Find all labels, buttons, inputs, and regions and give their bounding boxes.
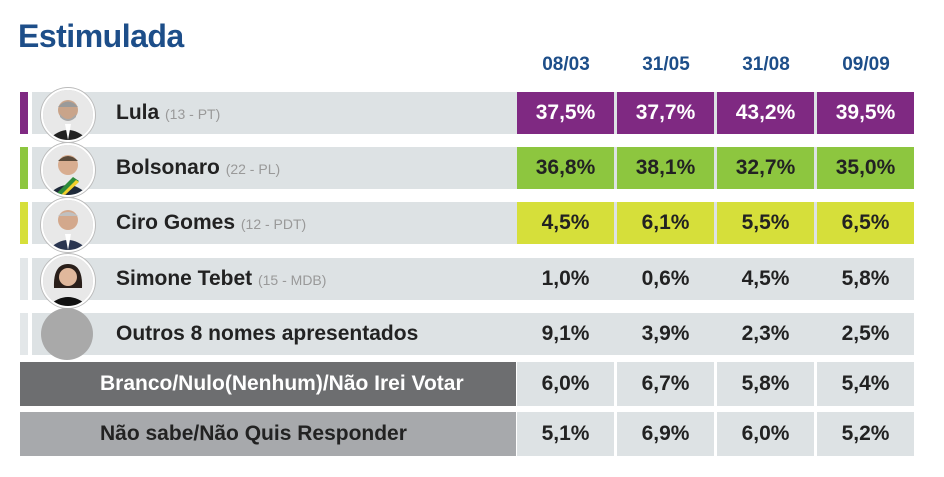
value-cell: 43,2% [717, 92, 814, 134]
candidate-party: (13 - PT) [165, 106, 221, 122]
candidate-row-outros: Outros 8 nomes apresentados 9,1% 3,9% 2,… [20, 308, 914, 360]
candidate-row-bolsonaro: Bolsonaro (22 - PL) 36,8% 38,1% 32,7% 35… [20, 143, 914, 197]
candidate-name: Bolsonaro (22 - PL) [116, 147, 280, 189]
summary-row-nao-sabe: Não sabe/Não Quis Responder 5,1% 6,9% 6,… [20, 412, 914, 456]
tebet-avatar [41, 254, 95, 308]
candidate-name-text: Lula [116, 101, 160, 124]
value-cell: 6,1% [617, 202, 714, 244]
value-cell: 0,6% [617, 258, 714, 300]
value-cell: 5,1% [517, 412, 614, 456]
value-cell: 5,8% [717, 362, 814, 406]
value-cell: 36,8% [517, 147, 614, 189]
value-cell: 1,0% [517, 258, 614, 300]
summary-label: Branco/Nulo(Nenhum)/Não Irei Votar [100, 372, 464, 395]
candidate-name: Outros 8 nomes apresentados [116, 322, 419, 345]
value-cell: 38,1% [617, 147, 714, 189]
value-cell: 2,3% [717, 313, 814, 355]
candidate-row-ciro: Ciro Gomes (12 - PDT) 4,5% 6,1% 5,5% 6,5… [20, 198, 914, 252]
page-title: Estimulada [18, 18, 184, 54]
value-cell: 32,7% [717, 147, 814, 189]
value-cell: 3,9% [617, 313, 714, 355]
ciro-avatar [41, 198, 95, 252]
lula-avatar [41, 88, 95, 142]
summary-label: Não sabe/Não Quis Responder [100, 422, 407, 445]
candidate-party: (15 - MDB) [257, 272, 327, 288]
candidate-row-tebet: Simone Tebet (15 - MDB) 1,0% 0,6% 4,5% 5… [20, 254, 914, 308]
value-cell: 4,5% [717, 258, 814, 300]
summary-row-branco-nulo: Branco/Nulo(Nenhum)/Não Irei Votar 6,0% … [20, 362, 914, 406]
placeholder-avatar [41, 308, 93, 360]
date-header-4: 09/09 [842, 54, 890, 75]
candidate-party: (22 - PL) [225, 161, 281, 177]
candidate-name: Ciro Gomes (12 - PDT) [116, 202, 306, 244]
date-header-3: 31/08 [742, 54, 790, 75]
value-cell: 5,8% [817, 258, 914, 300]
date-header-1: 08/03 [542, 54, 590, 75]
value-cell: 5,2% [817, 412, 914, 456]
date-header-2: 31/05 [642, 54, 690, 75]
candidate-name-text: Bolsonaro [116, 156, 220, 179]
candidate-name: Lula (13 - PT) [116, 92, 220, 134]
value-cell: 2,5% [817, 313, 914, 355]
value-cell: 6,0% [517, 362, 614, 406]
value-cell: 35,0% [817, 147, 914, 189]
candidate-row-lula: Lula (13 - PT) 37,5% 37,7% 43,2% 39,5% [20, 88, 914, 142]
value-cell: 6,9% [617, 412, 714, 456]
candidate-name: Simone Tebet (15 - MDB) [116, 258, 326, 300]
value-cell: 6,0% [717, 412, 814, 456]
value-cell: 39,5% [817, 92, 914, 134]
candidate-name-text: Ciro Gomes [116, 211, 236, 234]
value-cell: 6,5% [817, 202, 914, 244]
candidate-party: (12 - PDT) [240, 216, 307, 232]
bolsonaro-avatar [41, 143, 95, 197]
value-cell: 6,7% [617, 362, 714, 406]
summary-label-background [20, 412, 516, 456]
value-cell: 37,7% [617, 92, 714, 134]
value-cell: 5,4% [817, 362, 914, 406]
summary-label-background [20, 362, 516, 406]
value-cell: 9,1% [517, 313, 614, 355]
row-accent [20, 258, 28, 300]
row-accent [20, 313, 28, 355]
value-cell: 37,5% [517, 92, 614, 134]
value-cell: 5,5% [717, 202, 814, 244]
row-accent [20, 147, 28, 189]
row-accent [20, 202, 28, 244]
row-accent [20, 92, 28, 134]
candidate-name-text: Simone Tebet [116, 267, 253, 290]
value-cell: 4,5% [517, 202, 614, 244]
